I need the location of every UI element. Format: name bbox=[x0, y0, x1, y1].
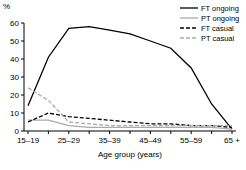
x-tick bbox=[89, 131, 90, 134]
x-tick bbox=[48, 131, 49, 134]
x-tick bbox=[109, 131, 110, 134]
y-tick bbox=[21, 131, 24, 132]
x-tick bbox=[211, 131, 212, 134]
x-tick bbox=[191, 131, 192, 134]
y-tick-label: 40 bbox=[10, 55, 19, 64]
y-tick bbox=[21, 77, 24, 78]
x-tick-label: 15–19 bbox=[17, 136, 40, 145]
x-tick-label: 45–49 bbox=[139, 136, 162, 145]
x-tick bbox=[232, 131, 233, 134]
x-tick bbox=[150, 131, 151, 134]
y-tick-label: 0 bbox=[15, 127, 20, 136]
x-tick bbox=[28, 131, 29, 134]
x-tick bbox=[68, 131, 69, 134]
x-tick-label: 25–29 bbox=[58, 136, 81, 145]
y-tick-label: 50 bbox=[10, 37, 19, 46]
x-tick-label: 55–59 bbox=[180, 136, 203, 145]
x-tick-label: 35–39 bbox=[98, 136, 121, 145]
chart: % 0 10 20 30 40 50 60 15–19 25–29 35–39 45–49 55–59 6… bbox=[0, 0, 246, 170]
y-tick bbox=[21, 41, 24, 42]
x-tick bbox=[130, 131, 131, 134]
y-tick bbox=[21, 113, 24, 114]
y-axis-title: % bbox=[3, 2, 10, 11]
y-tick bbox=[21, 59, 24, 60]
legend-swatch bbox=[180, 37, 198, 38]
legend-swatch bbox=[180, 17, 198, 18]
y-tick bbox=[21, 95, 24, 96]
legend-swatch bbox=[180, 7, 198, 8]
y-tick bbox=[21, 23, 24, 24]
legend-label: FT casual bbox=[201, 24, 234, 33]
legend-label: PT casual bbox=[201, 34, 235, 43]
legend-label: PT ongoing bbox=[201, 14, 239, 23]
x-axis-title: Age group (years) bbox=[98, 150, 162, 159]
y-tick-label: 60 bbox=[10, 19, 19, 28]
legend-label: FT ongoing bbox=[201, 4, 239, 13]
y-tick-label: 20 bbox=[10, 91, 19, 100]
x-tick bbox=[170, 131, 171, 134]
series-line bbox=[28, 88, 232, 126]
y-tick-label: 30 bbox=[10, 73, 19, 82]
y-tick-label: 10 bbox=[10, 109, 19, 118]
legend-swatch bbox=[180, 27, 198, 28]
x-tick-label: 65 + bbox=[224, 136, 240, 145]
